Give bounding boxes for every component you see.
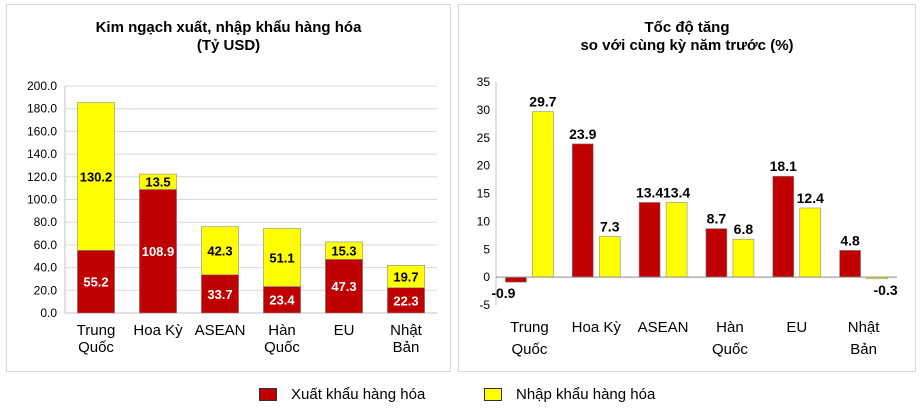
bar-import <box>201 226 239 276</box>
x-tick-label: Bản <box>850 341 877 358</box>
bar-export <box>387 287 425 314</box>
data-label: 33.7 <box>207 287 232 302</box>
data-label: 22.3 <box>393 293 418 308</box>
x-tick-label: Nhật <box>848 319 881 336</box>
chart-title-line: Kim ngạch xuất, nhập khẩu hàng hóa <box>95 19 362 36</box>
x-tick-label: Hàn <box>716 319 744 336</box>
y-tick-label: 140.0 <box>27 147 57 161</box>
bar-import <box>387 265 425 288</box>
bar-export <box>201 274 239 314</box>
x-tick-label: Quốc <box>264 339 300 356</box>
bar-import <box>139 173 177 190</box>
x-tick-label: EU <box>786 319 807 336</box>
legend-item-import: Nhập khẩu hàng hóa <box>484 386 655 403</box>
data-label: 8.7 <box>707 211 727 227</box>
y-tick-label: 35 <box>477 75 491 89</box>
data-label: 13.4 <box>663 184 690 200</box>
bar-export <box>839 250 861 278</box>
data-label: 4.8 <box>840 232 860 248</box>
x-tick-label: Quốc <box>712 341 748 358</box>
legend-swatch-export <box>259 388 277 401</box>
y-tick-label: 15 <box>477 187 491 201</box>
data-label: 7.3 <box>600 218 620 234</box>
data-label: 13.4 <box>636 184 663 200</box>
x-tick-label: Trung <box>77 322 116 339</box>
chart-title-growth-rate: Tốc độ tăng so với cùng kỳ năm trước (%) <box>459 19 915 55</box>
data-label: -0.9 <box>491 285 515 301</box>
data-label: 47.3 <box>331 279 356 294</box>
y-tick-label: 120.0 <box>27 170 57 184</box>
chart-legend: Xuất khẩu hàng hóa Nhập khẩu hàng hóa <box>0 380 922 408</box>
data-label: 23.9 <box>569 126 596 142</box>
y-tick-label: 80.0 <box>34 215 58 229</box>
legend-label-export: Xuất khẩu hàng hóa <box>291 386 426 403</box>
x-tick-label: Nhật <box>390 322 423 339</box>
chart-subtitle-line: so với cùng kỳ năm trước (%) <box>580 37 794 54</box>
y-tick-label: 25 <box>477 131 491 145</box>
bar-export <box>571 143 594 278</box>
y-tick-label: 0 <box>483 270 490 284</box>
bar-import <box>598 236 621 278</box>
x-tick-label: ASEAN <box>195 322 246 339</box>
bar-import <box>732 238 755 278</box>
grouped-bar-chart: -5 0 5 10 15 20 25 30 35 -0.9 29.7 Trung Quốc 23.9 7.3… <box>477 75 898 358</box>
data-label: 15.3 <box>331 244 356 259</box>
x-tick-label: Quốc <box>78 339 114 356</box>
legend-swatch-import <box>484 388 502 401</box>
y-tick-label: 20 <box>477 159 491 173</box>
stacked-bar-chart: 0.0 20.0 40.0 60.0 80.0 100.0 120.0 140.0 160.0 1… <box>27 79 437 356</box>
chart-panel-growth-rate: Tốc độ tăng so với cùng kỳ năm trước (%)… <box>458 4 916 372</box>
x-tick-label: ASEAN <box>638 319 689 336</box>
y-tick-label: 160.0 <box>27 124 57 138</box>
data-label: 55.2 <box>83 275 108 290</box>
bar-export <box>638 202 661 278</box>
bar-export <box>772 175 795 278</box>
y-tick-label: 40.0 <box>34 261 58 275</box>
y-tick-label: 200.0 <box>27 79 57 93</box>
data-label: -0.3 <box>874 282 898 298</box>
y-tick-label: 0.0 <box>40 306 57 320</box>
y-tick-label: -5 <box>479 298 490 312</box>
bar-export <box>325 259 363 314</box>
data-label: 13.5 <box>145 175 170 190</box>
chart-title-trade-value: Kim ngạch xuất, nhập khẩu hàng hóa (Tỷ U… <box>7 19 450 55</box>
legend-label-import: Nhập khẩu hàng hóa <box>516 386 656 403</box>
x-tick-label: Quốc <box>511 341 547 358</box>
data-label: 12.4 <box>797 190 824 206</box>
chart-subtitle-line: (Tỷ USD) <box>196 37 261 54</box>
chart-title-line: Tốc độ tăng <box>644 19 730 36</box>
x-tick-label: Hoa Kỳ <box>133 322 183 339</box>
data-label: 51.1 <box>269 250 294 265</box>
bar-export <box>705 228 728 278</box>
y-tick-label: 30 <box>477 103 491 117</box>
x-tick-label: Hàn <box>268 322 296 339</box>
y-tick-label: 20.0 <box>34 283 58 297</box>
bar-import <box>77 102 115 251</box>
bar-import <box>665 202 688 278</box>
data-label: 29.7 <box>529 94 556 110</box>
bar-import <box>799 207 822 278</box>
x-tick-label: Trung <box>510 319 549 336</box>
chart-panel-trade-value: Kim ngạch xuất, nhập khẩu hàng hóa (Tỷ U… <box>6 4 451 372</box>
data-label: 23.4 <box>269 293 295 308</box>
data-label: 6.8 <box>734 221 754 237</box>
x-tick-label: Bản <box>393 339 420 356</box>
data-label: 42.3 <box>207 244 232 259</box>
bar-import <box>263 228 301 287</box>
y-tick-label: 10 <box>477 214 491 228</box>
bar-import <box>325 241 363 260</box>
data-label: 19.7 <box>393 270 418 285</box>
bar-export <box>505 276 527 283</box>
x-tick-label: EU <box>334 322 355 339</box>
x-tick-label: Hoa Kỳ <box>572 319 622 336</box>
legend-item-export: Xuất khẩu hàng hóa <box>259 386 425 403</box>
bar-import <box>532 111 554 278</box>
data-label: 130.2 <box>80 169 113 184</box>
y-tick-label: 180.0 <box>27 102 57 116</box>
data-label: 18.1 <box>770 158 797 174</box>
y-tick-label: 5 <box>483 242 490 256</box>
y-tick-label: 60.0 <box>34 238 58 252</box>
data-label: 108.9 <box>142 244 175 259</box>
y-tick-label: 100.0 <box>27 193 57 207</box>
